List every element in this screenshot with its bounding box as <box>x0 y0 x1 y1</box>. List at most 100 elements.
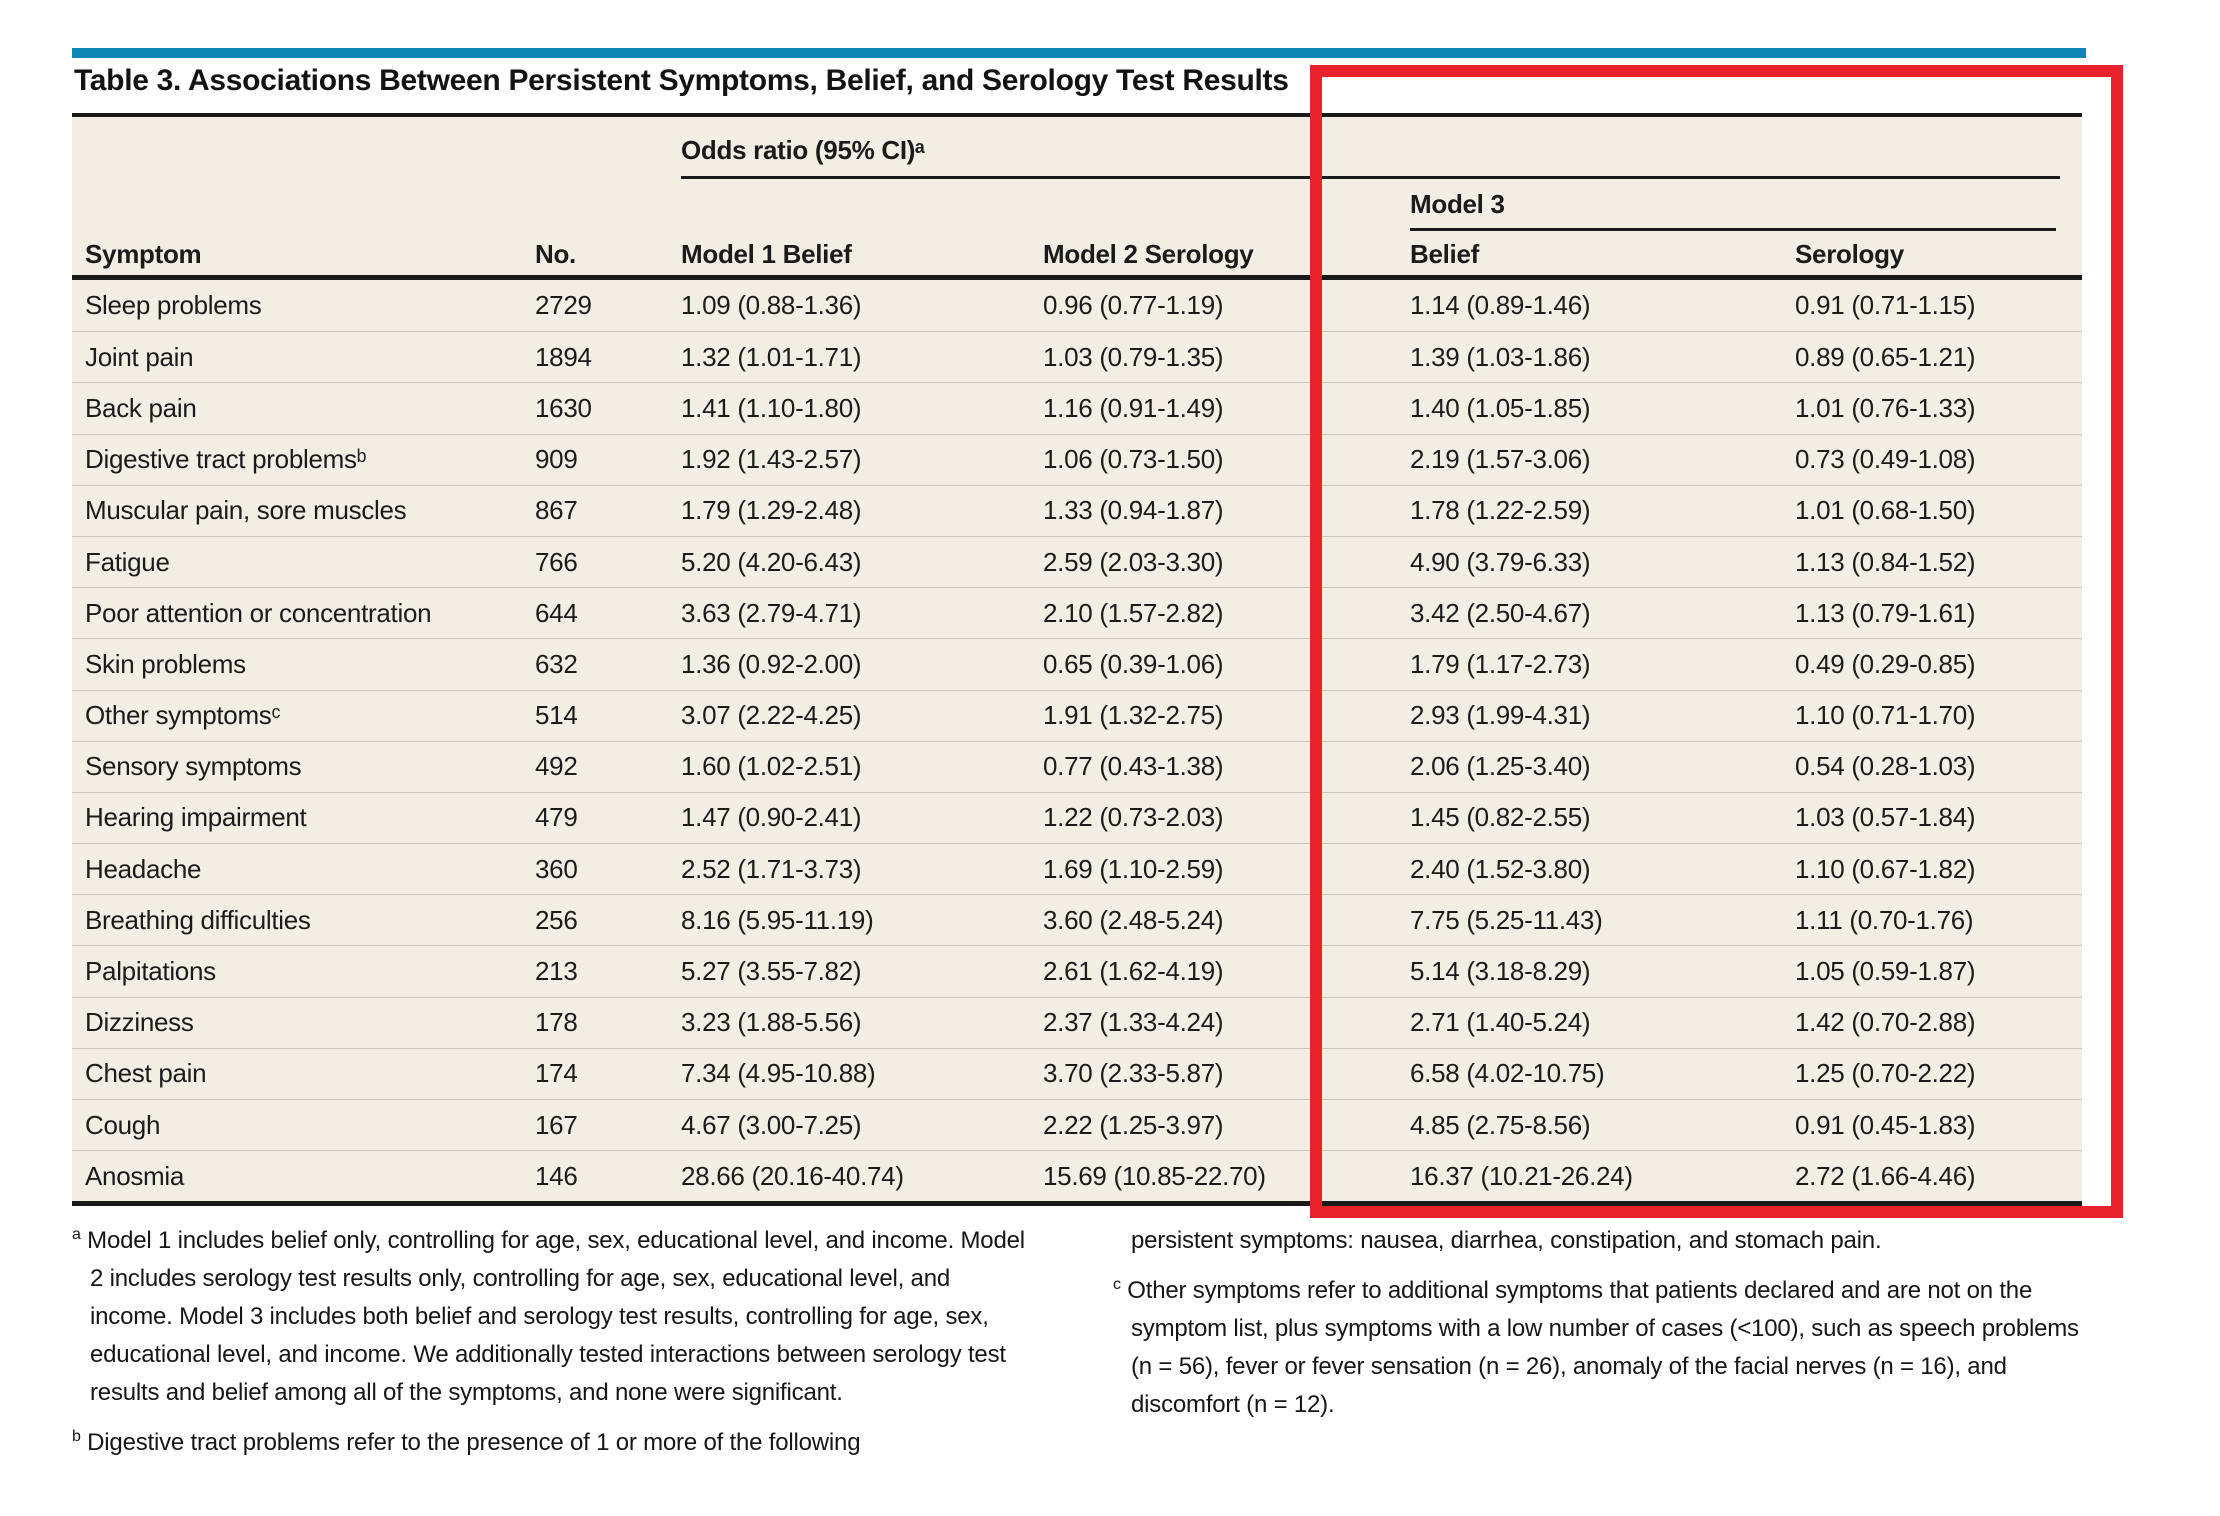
cell-model3-belief: 2.40 (1.52-3.80) <box>1410 853 1591 884</box>
cell-model3-serology: 1.11 (0.70-1.76) <box>1795 904 1974 935</box>
cell-no: 514 <box>535 700 578 731</box>
cell-no: 909 <box>535 444 578 475</box>
cell-symptom: Breathing difficulties <box>85 904 311 935</box>
cell-symptom: Hearing impairment <box>85 802 307 833</box>
cell-model2-serology: 2.22 (1.25-3.97) <box>1043 1109 1224 1140</box>
cell-model3-belief: 6.58 (4.02-10.75) <box>1410 1058 1605 1089</box>
cell-model3-belief: 1.39 (1.03-1.86) <box>1410 341 1591 372</box>
cell-model3-serology: 1.25 (0.70-2.22) <box>1795 1058 1976 1089</box>
odds-ratio-spanner-label: Odds ratio (95% CI)ᵃ <box>681 135 925 165</box>
column-header-model1-belief: Model 1 Belief <box>681 239 852 269</box>
cell-model3-belief: 1.40 (1.05-1.85) <box>1410 392 1591 423</box>
table-row: Joint pain 1894 1.32 (1.01-1.71) 1.03 (0… <box>72 331 2082 382</box>
cell-symptom: Back pain <box>85 392 197 423</box>
footnote-b: b Digestive tract problems refer to the … <box>72 1424 1027 1462</box>
cell-model1-belief: 1.79 (1.29-2.48) <box>681 495 862 526</box>
footnotes-right-column: persistent symptoms: nausea, diarrhea, c… <box>1113 1222 2106 1462</box>
cell-model1-belief: 1.47 (0.90-2.41) <box>681 802 862 833</box>
cell-model3-belief: 16.37 (10.21-26.24) <box>1410 1160 1633 1191</box>
cell-model3-serology: 1.03 (0.57-1.84) <box>1795 802 1976 833</box>
cell-model3-belief: 2.19 (1.57-3.06) <box>1410 444 1591 475</box>
cell-model1-belief: 1.32 (1.01-1.71) <box>681 341 862 372</box>
cell-model3-serology: 0.73 (0.49-1.08) <box>1795 444 1976 475</box>
cell-no: 178 <box>535 1007 578 1038</box>
cell-model3-belief: 2.71 (1.40-5.24) <box>1410 1007 1591 1038</box>
cell-model1-belief: 5.20 (4.20-6.43) <box>681 546 862 577</box>
cell-model3-belief: 4.90 (3.79-6.33) <box>1410 546 1591 577</box>
footnote-c: c Other symptoms refer to additional sym… <box>1113 1272 2106 1424</box>
cell-symptom: Sensory symptoms <box>85 751 302 782</box>
cell-model2-serology: 1.22 (0.73-2.03) <box>1043 802 1224 833</box>
cell-no: 867 <box>535 495 578 526</box>
table-row: Muscular pain, sore muscles 867 1.79 (1.… <box>72 484 2082 536</box>
cell-symptom: Dizziness <box>85 1007 194 1038</box>
table-row: Poor attention or concentration 644 3.63… <box>72 587 2082 638</box>
results-table: Odds ratio (95% CI)ᵃ Model 3 Symptom No.… <box>72 113 2082 1207</box>
cell-no: 1894 <box>535 341 592 372</box>
cell-symptom: Poor attention or concentration <box>85 597 432 628</box>
footnote-b-marker: b <box>72 1428 81 1445</box>
cell-model3-serology: 1.10 (0.71-1.70) <box>1795 700 1976 731</box>
table-row: Other symptomsᶜ 514 3.07 (2.22-4.25) 1.9… <box>72 689 2082 741</box>
cell-no: 479 <box>535 802 578 833</box>
cell-symptom: Other symptomsᶜ <box>85 700 281 731</box>
cell-no: 2729 <box>535 290 592 321</box>
table-row: Digestive tract problemsᵇ 909 1.92 (1.43… <box>72 433 2082 485</box>
odds-ratio-spanner-rule <box>681 176 2060 179</box>
table-row: Chest pain 174 7.34 (4.95-10.88) 3.70 (2… <box>72 1047 2082 1099</box>
column-header-model2-serology: Model 2 Serology <box>1043 239 1254 269</box>
table-row: Sensory symptoms 492 1.60 (1.02-2.51) 0.… <box>72 740 2082 792</box>
cell-model1-belief: 1.41 (1.10-1.80) <box>681 392 862 423</box>
cell-model3-belief: 5.14 (3.18-8.29) <box>1410 956 1591 987</box>
cell-model1-belief: 2.52 (1.71-3.73) <box>681 853 862 884</box>
cell-model3-serology: 1.01 (0.76-1.33) <box>1795 392 1976 423</box>
footnote-a: a Model 1 includes belief only, controll… <box>72 1222 1027 1412</box>
cell-model3-serology: 0.89 (0.65-1.21) <box>1795 341 1976 372</box>
table-row: Cough 167 4.67 (3.00-7.25) 2.22 (1.25-3.… <box>72 1099 2082 1150</box>
table-row: Anosmia 146 28.66 (20.16-40.74) 15.69 (1… <box>72 1150 2082 1201</box>
cell-no: 174 <box>535 1058 578 1089</box>
table-row: Breathing difficulties 256 8.16 (5.95-11… <box>72 894 2082 945</box>
cell-model1-belief: 28.66 (20.16-40.74) <box>681 1160 904 1191</box>
cell-symptom: Anosmia <box>85 1160 185 1191</box>
table-row: Dizziness 178 3.23 (1.88-5.56) 2.37 (1.3… <box>72 996 2082 1048</box>
cell-model1-belief: 3.23 (1.88-5.56) <box>681 1007 862 1038</box>
cell-model2-serology: 2.10 (1.57-2.82) <box>1043 597 1224 628</box>
cell-model3-serology: 1.01 (0.68-1.50) <box>1795 495 1976 526</box>
cell-model2-serology: 0.65 (0.39-1.06) <box>1043 648 1224 679</box>
cell-model3-belief: 2.06 (1.25-3.40) <box>1410 751 1591 782</box>
table-title: Table 3. Associations Between Persistent… <box>74 64 1289 97</box>
cell-model3-serology: 0.91 (0.71-1.15) <box>1795 290 1976 321</box>
cell-model3-belief: 7.75 (5.25-11.43) <box>1410 904 1603 935</box>
annotation-highlight-box <box>1310 65 2123 1218</box>
cell-model3-belief: 1.45 (0.82-2.55) <box>1410 802 1591 833</box>
cell-model1-belief: 1.09 (0.88-1.36) <box>681 290 862 321</box>
table-row: Hearing impairment 479 1.47 (0.90-2.41) … <box>72 791 2082 843</box>
cell-model2-serology: 2.61 (1.62-4.19) <box>1043 956 1224 987</box>
cell-model2-serology: 3.60 (2.48-5.24) <box>1043 904 1224 935</box>
cell-symptom: Digestive tract problemsᵇ <box>85 444 367 475</box>
table-accent-bar <box>72 48 2086 58</box>
cell-symptom: Fatigue <box>85 546 170 577</box>
cell-model3-serology: 2.72 (1.66-4.46) <box>1795 1160 1976 1191</box>
cell-model3-serology: 1.13 (0.79-1.61) <box>1795 597 1976 628</box>
cell-model3-serology: 0.49 (0.29-0.85) <box>1795 648 1976 679</box>
cell-symptom: Joint pain <box>85 341 194 372</box>
model3-spanner-rule <box>1410 228 2056 231</box>
footnote-b-continuation: persistent symptoms: nausea, diarrhea, c… <box>1131 1227 1882 1254</box>
cell-model3-serology: 1.13 (0.84-1.52) <box>1795 546 1976 577</box>
footnote-a-marker: a <box>72 1226 81 1243</box>
cell-model3-belief: 1.79 (1.17-2.73) <box>1410 648 1591 679</box>
cell-model2-serology: 15.69 (10.85-22.70) <box>1043 1160 1266 1191</box>
footnote-c-text: Other symptoms refer to additional sympt… <box>1127 1277 2079 1418</box>
cell-no: 256 <box>535 904 578 935</box>
cell-model3-serology: 0.54 (0.28-1.03) <box>1795 751 1976 782</box>
cell-model1-belief: 1.36 (0.92-2.00) <box>681 648 862 679</box>
table-row: Fatigue 766 5.20 (4.20-6.43) 2.59 (2.03-… <box>72 535 2082 587</box>
table-row: Sleep problems 2729 1.09 (0.88-1.36) 0.9… <box>72 280 2082 331</box>
cell-model1-belief: 4.67 (3.00-7.25) <box>681 1109 862 1140</box>
cell-model3-belief: 4.85 (2.75-8.56) <box>1410 1109 1591 1140</box>
table-row: Palpitations 213 5.27 (3.55-7.82) 2.61 (… <box>72 945 2082 996</box>
cell-model3-serology: 1.42 (0.70-2.88) <box>1795 1007 1976 1038</box>
table-row: Back pain 1630 1.41 (1.10-1.80) 1.16 (0.… <box>72 382 2082 433</box>
